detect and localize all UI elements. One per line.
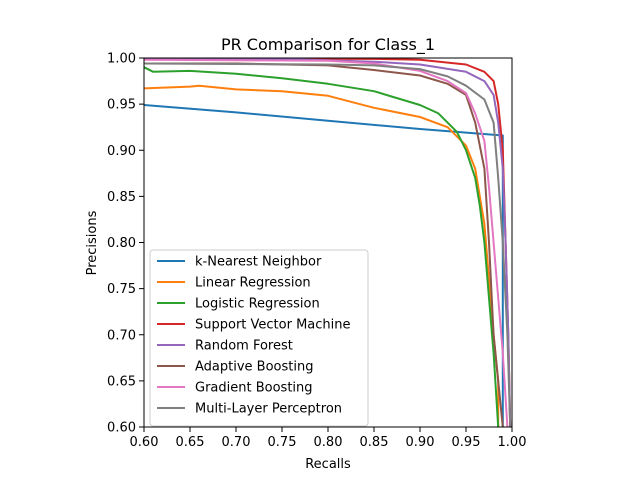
legend-label: Support Vector Machine [195, 318, 351, 333]
legend-label: Adaptive Boosting [195, 360, 313, 375]
x-tick-label: 0.85 [360, 435, 389, 450]
x-tick-label: 0.70 [222, 435, 251, 450]
y-tick-label: 0.80 [107, 236, 136, 251]
y-tick-label: 0.70 [107, 328, 136, 343]
x-tick-label: 1.00 [498, 435, 527, 450]
y-tick-label: 0.95 [107, 98, 136, 113]
y-tick-label: 0.60 [107, 421, 136, 436]
y-tick-label: 0.75 [107, 282, 136, 297]
chart-title: PR Comparison for Class_1 [221, 35, 435, 55]
y-tick-label: 1.00 [107, 52, 136, 67]
y-tick-label: 0.90 [107, 144, 136, 159]
x-tick-label: 0.80 [314, 435, 343, 450]
legend-box [149, 249, 369, 427]
y-axis-label: Precisions [85, 210, 100, 275]
x-tick-label: 0.65 [176, 435, 205, 450]
series-line-2 [144, 66, 500, 427]
series-line-4 [144, 58, 512, 427]
legend-label: Multi-Layer Perceptron [195, 402, 342, 417]
y-tick-label: 0.85 [107, 190, 136, 205]
x-axis-label: Recalls [305, 457, 351, 472]
legend-label: Logistic Regression [195, 297, 320, 312]
x-axis-ticks: 0.60 0.65 0.70 0.75 0.80 0.85 0.90 0.95 1.00 [130, 427, 527, 450]
x-tick-label: 0.90 [406, 435, 435, 450]
legend-label: Linear Regression [195, 276, 311, 291]
series-line-7 [144, 62, 512, 427]
x-tick-label: 0.75 [268, 435, 297, 450]
y-tick-label: 0.65 [107, 374, 136, 389]
legend-label: k-Nearest Neighbor [195, 255, 322, 270]
legend-label: Gradient Boosting [195, 381, 313, 396]
x-tick-label: 0.95 [452, 435, 481, 450]
legend: k-Nearest Neighbor Linear Regression Logis… [149, 249, 369, 427]
legend-label: Random Forest [195, 339, 293, 354]
series-layer [144, 58, 512, 427]
y-axis-ticks: 0.60 0.65 0.70 0.75 0.80 0.85 0.90 0.95 1.00 [107, 52, 144, 436]
x-tick-label: 0.60 [130, 435, 159, 450]
series-line-6 [144, 58, 509, 427]
